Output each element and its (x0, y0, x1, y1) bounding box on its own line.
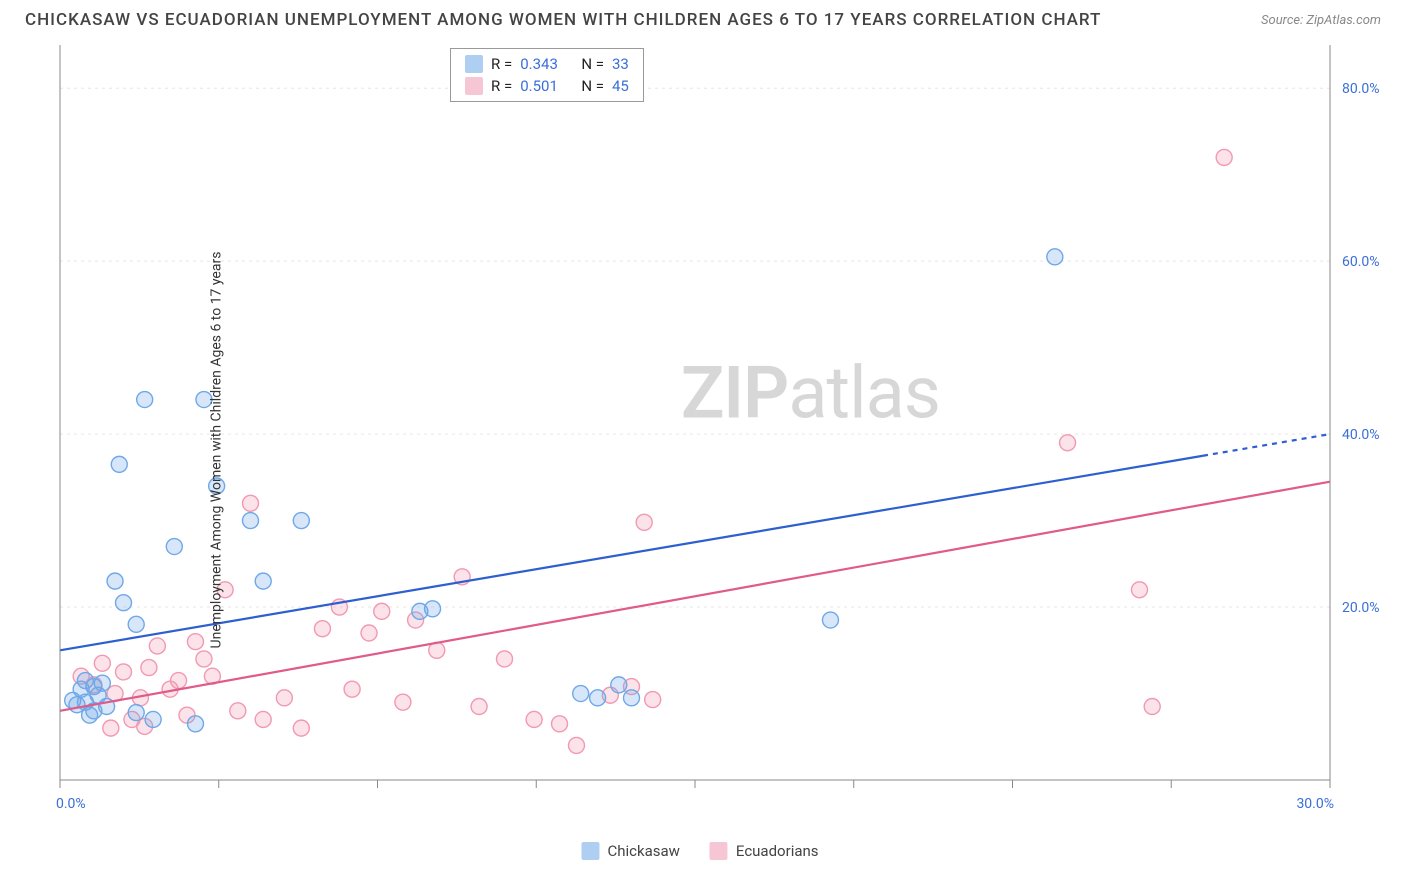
legend-swatch-chickasaw (581, 842, 599, 860)
legend-item-chickasaw: Chickasaw (581, 842, 679, 860)
y-axis-label: Unemployment Among Women with Children A… (208, 252, 224, 649)
r-value-ecuadorians: 0.501 (520, 77, 558, 95)
svg-text:40.0%: 40.0% (1342, 427, 1380, 443)
stat-row-ecuadorians: R = 0.501 N = 45 (451, 75, 643, 97)
n-label: N = (581, 77, 604, 95)
r-value-chickasaw: 0.343 (520, 55, 558, 73)
legend-swatch-ecuadorians (710, 842, 728, 860)
stat-legend-box: R = 0.343 N = 33 R = 0.501 N = 45 (450, 48, 644, 102)
svg-text:0.0%: 0.0% (56, 796, 86, 812)
swatch-chickasaw (465, 55, 483, 73)
legend-label-chickasaw: Chickasaw (607, 842, 679, 860)
chart-area: Unemployment Among Women with Children A… (10, 40, 1390, 860)
swatch-ecuadorians (465, 77, 483, 95)
r-label: R = (491, 77, 512, 95)
svg-text:30.0%: 30.0% (1296, 796, 1334, 812)
stat-row-chickasaw: R = 0.343 N = 33 (451, 53, 643, 75)
svg-text:20.0%: 20.0% (1342, 600, 1380, 616)
source-label: Source: ZipAtlas.com (1261, 13, 1381, 28)
n-label: N = (581, 55, 604, 73)
n-value-chickasaw: 33 (612, 55, 629, 73)
svg-text:80.0%: 80.0% (1342, 81, 1380, 97)
svg-text:60.0%: 60.0% (1342, 254, 1380, 270)
n-value-ecuadorians: 45 (612, 77, 629, 95)
r-label: R = (491, 55, 512, 73)
chart-title: CHICKASAW VS ECUADORIAN UNEMPLOYMENT AMO… (25, 10, 1101, 30)
legend-item-ecuadorians: Ecuadorians (710, 842, 819, 860)
legend-label-ecuadorians: Ecuadorians (736, 842, 819, 860)
series-legend: Chickasaw Ecuadorians (581, 842, 818, 860)
